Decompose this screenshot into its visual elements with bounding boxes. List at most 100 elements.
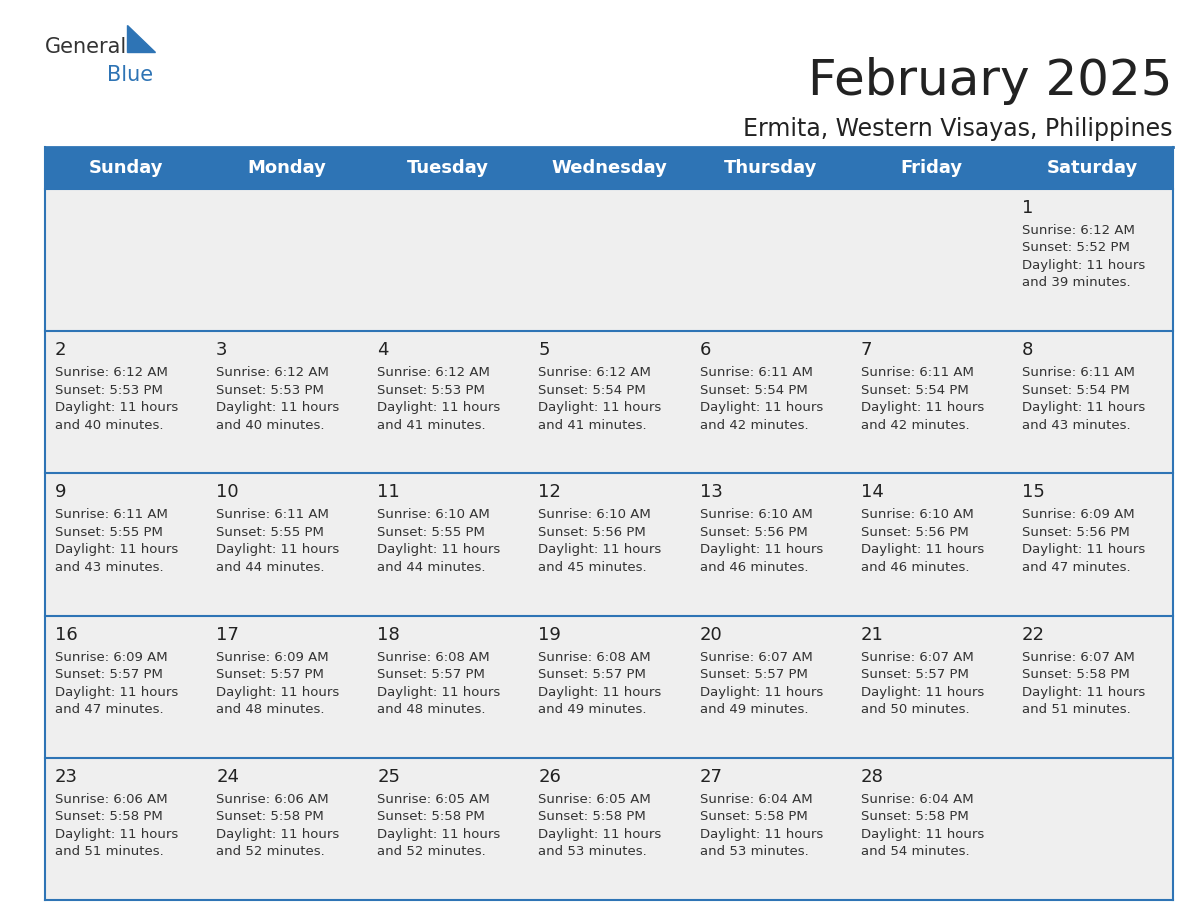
Text: and 47 minutes.: and 47 minutes. bbox=[1022, 561, 1131, 574]
Text: Sunset: 5:58 PM: Sunset: 5:58 PM bbox=[216, 811, 324, 823]
Text: Saturday: Saturday bbox=[1047, 159, 1138, 177]
Text: Sunset: 5:55 PM: Sunset: 5:55 PM bbox=[55, 526, 163, 539]
Text: 4: 4 bbox=[378, 341, 388, 359]
Text: 28: 28 bbox=[861, 767, 884, 786]
Bar bbox=[1012, 147, 1173, 189]
Text: 3: 3 bbox=[216, 341, 228, 359]
Text: Sunrise: 6:05 AM: Sunrise: 6:05 AM bbox=[378, 793, 489, 806]
Text: 22: 22 bbox=[1022, 625, 1045, 644]
Text: Daylight: 11 hours: Daylight: 11 hours bbox=[55, 828, 178, 841]
Text: Daylight: 11 hours: Daylight: 11 hours bbox=[538, 828, 662, 841]
Text: 7: 7 bbox=[861, 341, 872, 359]
Text: Daylight: 11 hours: Daylight: 11 hours bbox=[216, 543, 340, 556]
Text: 2: 2 bbox=[55, 341, 67, 359]
Text: Daylight: 11 hours: Daylight: 11 hours bbox=[55, 401, 178, 414]
Text: Sunrise: 6:06 AM: Sunrise: 6:06 AM bbox=[216, 793, 329, 806]
Text: Sunset: 5:57 PM: Sunset: 5:57 PM bbox=[55, 668, 163, 681]
Bar bbox=[367, 147, 529, 189]
Text: Sunset: 5:56 PM: Sunset: 5:56 PM bbox=[538, 526, 646, 539]
Text: Sunset: 5:55 PM: Sunset: 5:55 PM bbox=[216, 526, 324, 539]
Text: Sunrise: 6:04 AM: Sunrise: 6:04 AM bbox=[861, 793, 973, 806]
Text: Sunrise: 6:12 AM: Sunrise: 6:12 AM bbox=[538, 366, 651, 379]
Text: and 40 minutes.: and 40 minutes. bbox=[216, 419, 324, 431]
Text: Sunset: 5:57 PM: Sunset: 5:57 PM bbox=[700, 668, 808, 681]
Text: and 51 minutes.: and 51 minutes. bbox=[55, 845, 164, 858]
Bar bbox=[207, 147, 367, 189]
Text: 27: 27 bbox=[700, 767, 722, 786]
Text: and 48 minutes.: and 48 minutes. bbox=[216, 703, 324, 716]
Text: Sunrise: 6:04 AM: Sunrise: 6:04 AM bbox=[700, 793, 813, 806]
Text: Sunset: 5:54 PM: Sunset: 5:54 PM bbox=[1022, 384, 1130, 397]
Text: Sunset: 5:54 PM: Sunset: 5:54 PM bbox=[861, 384, 968, 397]
Text: Sunset: 5:54 PM: Sunset: 5:54 PM bbox=[700, 384, 808, 397]
Text: Sunrise: 6:11 AM: Sunrise: 6:11 AM bbox=[861, 366, 974, 379]
Text: Sunrise: 6:11 AM: Sunrise: 6:11 AM bbox=[55, 509, 168, 521]
Text: Sunset: 5:56 PM: Sunset: 5:56 PM bbox=[1022, 526, 1130, 539]
Text: Daylight: 11 hours: Daylight: 11 hours bbox=[861, 828, 984, 841]
Text: and 44 minutes.: and 44 minutes. bbox=[378, 561, 486, 574]
Text: 15: 15 bbox=[1022, 484, 1044, 501]
Text: and 53 minutes.: and 53 minutes. bbox=[538, 845, 647, 858]
Text: Daylight: 11 hours: Daylight: 11 hours bbox=[378, 543, 500, 556]
Text: Sunrise: 6:08 AM: Sunrise: 6:08 AM bbox=[378, 651, 489, 664]
Text: and 42 minutes.: and 42 minutes. bbox=[700, 419, 808, 431]
Polygon shape bbox=[127, 25, 154, 52]
Text: and 46 minutes.: and 46 minutes. bbox=[700, 561, 808, 574]
Text: Sunrise: 6:10 AM: Sunrise: 6:10 AM bbox=[700, 509, 813, 521]
Text: Daylight: 11 hours: Daylight: 11 hours bbox=[1022, 686, 1145, 699]
Text: and 50 minutes.: and 50 minutes. bbox=[861, 703, 969, 716]
Text: Sunset: 5:58 PM: Sunset: 5:58 PM bbox=[55, 811, 163, 823]
Text: 19: 19 bbox=[538, 625, 561, 644]
Text: Sunrise: 6:10 AM: Sunrise: 6:10 AM bbox=[538, 509, 651, 521]
Text: 13: 13 bbox=[700, 484, 722, 501]
Text: Sunrise: 6:10 AM: Sunrise: 6:10 AM bbox=[861, 509, 973, 521]
Text: Blue: Blue bbox=[107, 65, 153, 85]
Text: Sunrise: 6:11 AM: Sunrise: 6:11 AM bbox=[216, 509, 329, 521]
Bar bbox=[45, 474, 1173, 616]
Text: Sunset: 5:58 PM: Sunset: 5:58 PM bbox=[378, 811, 485, 823]
Text: Daylight: 11 hours: Daylight: 11 hours bbox=[55, 686, 178, 699]
Bar bbox=[45, 147, 207, 189]
Text: Sunset: 5:53 PM: Sunset: 5:53 PM bbox=[216, 384, 324, 397]
Text: Daylight: 11 hours: Daylight: 11 hours bbox=[861, 686, 984, 699]
Text: Sunrise: 6:07 AM: Sunrise: 6:07 AM bbox=[700, 651, 813, 664]
Text: Sunrise: 6:09 AM: Sunrise: 6:09 AM bbox=[1022, 509, 1135, 521]
Text: Sunrise: 6:12 AM: Sunrise: 6:12 AM bbox=[378, 366, 491, 379]
Text: Thursday: Thursday bbox=[723, 159, 817, 177]
Text: and 49 minutes.: and 49 minutes. bbox=[538, 703, 647, 716]
Text: February 2025: February 2025 bbox=[809, 57, 1173, 105]
Text: Sunset: 5:57 PM: Sunset: 5:57 PM bbox=[538, 668, 646, 681]
Text: Monday: Monday bbox=[247, 159, 327, 177]
Text: 6: 6 bbox=[700, 341, 710, 359]
Text: 9: 9 bbox=[55, 484, 67, 501]
Text: Sunrise: 6:11 AM: Sunrise: 6:11 AM bbox=[1022, 366, 1135, 379]
Text: Sunrise: 6:09 AM: Sunrise: 6:09 AM bbox=[55, 651, 168, 664]
Text: Sunset: 5:52 PM: Sunset: 5:52 PM bbox=[1022, 241, 1130, 254]
Text: 1: 1 bbox=[1022, 199, 1034, 217]
Text: Daylight: 11 hours: Daylight: 11 hours bbox=[378, 401, 500, 414]
Text: and 48 minutes.: and 48 minutes. bbox=[378, 703, 486, 716]
Bar bbox=[851, 147, 1012, 189]
Text: 16: 16 bbox=[55, 625, 77, 644]
Bar bbox=[529, 147, 689, 189]
Text: Sunrise: 6:07 AM: Sunrise: 6:07 AM bbox=[861, 651, 973, 664]
Text: 23: 23 bbox=[55, 767, 78, 786]
Text: Sunrise: 6:12 AM: Sunrise: 6:12 AM bbox=[216, 366, 329, 379]
Text: Sunday: Sunday bbox=[88, 159, 163, 177]
Text: Wednesday: Wednesday bbox=[551, 159, 666, 177]
Text: and 52 minutes.: and 52 minutes. bbox=[378, 845, 486, 858]
Text: and 39 minutes.: and 39 minutes. bbox=[1022, 276, 1131, 289]
Text: Daylight: 11 hours: Daylight: 11 hours bbox=[216, 401, 340, 414]
Text: Daylight: 11 hours: Daylight: 11 hours bbox=[700, 828, 823, 841]
Text: Daylight: 11 hours: Daylight: 11 hours bbox=[700, 543, 823, 556]
Text: Sunset: 5:56 PM: Sunset: 5:56 PM bbox=[700, 526, 808, 539]
Text: Sunset: 5:58 PM: Sunset: 5:58 PM bbox=[1022, 668, 1130, 681]
Text: and 40 minutes.: and 40 minutes. bbox=[55, 419, 164, 431]
Bar bbox=[689, 147, 851, 189]
Text: 20: 20 bbox=[700, 625, 722, 644]
Text: Sunrise: 6:12 AM: Sunrise: 6:12 AM bbox=[1022, 224, 1135, 237]
Bar bbox=[45, 331, 1173, 474]
Text: 10: 10 bbox=[216, 484, 239, 501]
Text: Daylight: 11 hours: Daylight: 11 hours bbox=[700, 686, 823, 699]
Text: 21: 21 bbox=[861, 625, 884, 644]
